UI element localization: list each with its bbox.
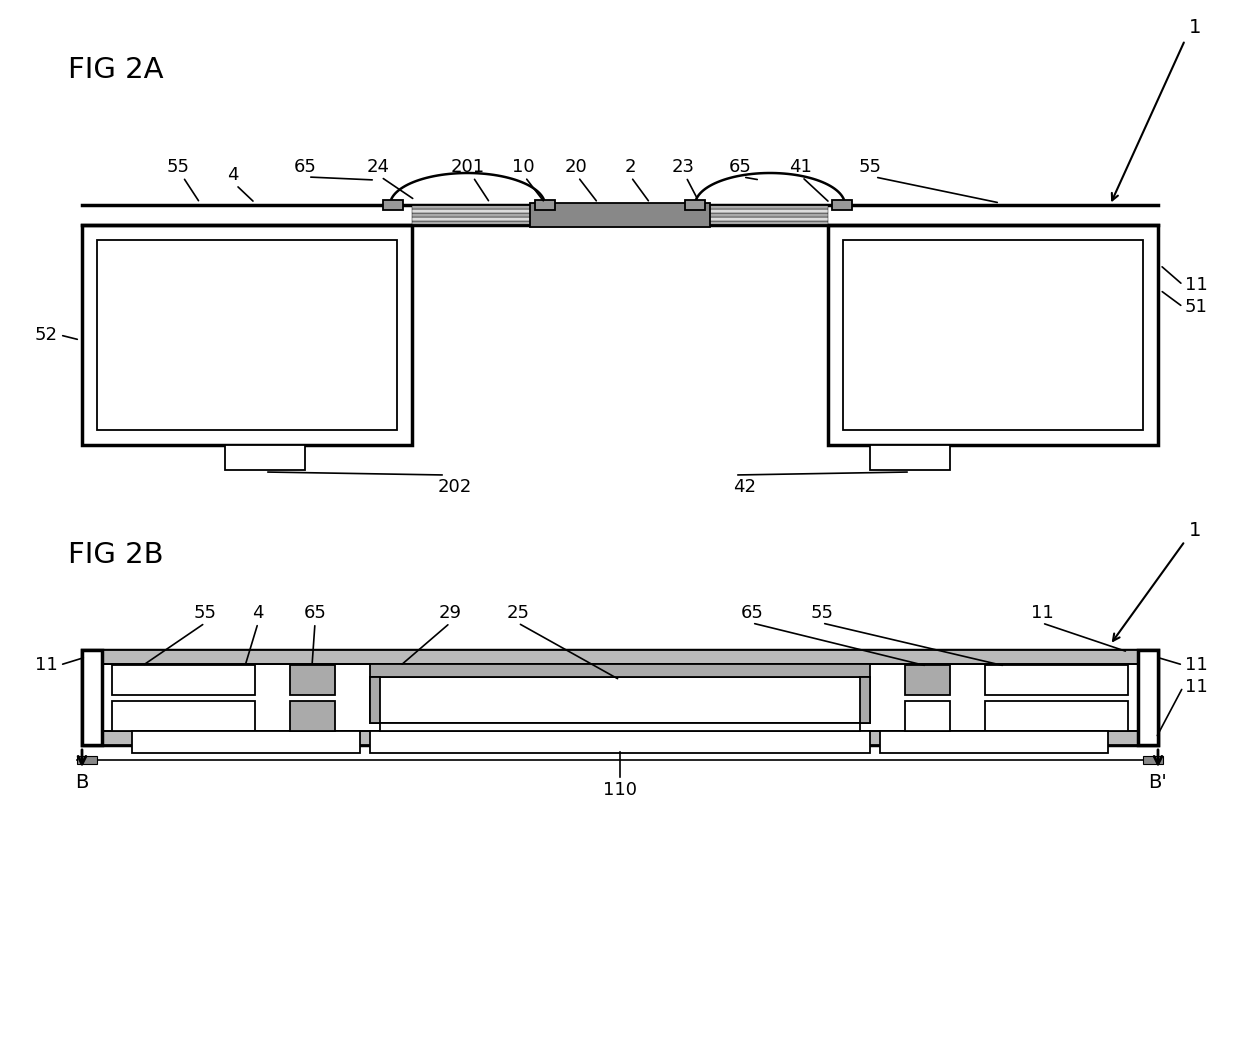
Bar — [224, 445, 305, 470]
Bar — [77, 756, 97, 764]
Bar — [370, 664, 870, 677]
Bar — [379, 723, 861, 732]
Bar — [905, 665, 950, 695]
Text: 20: 20 — [564, 158, 588, 176]
Bar — [412, 209, 828, 213]
Text: 10: 10 — [512, 158, 534, 176]
Bar — [370, 677, 870, 723]
Bar — [412, 213, 828, 217]
Text: 11: 11 — [1185, 276, 1208, 294]
Bar — [684, 200, 706, 210]
Text: 24: 24 — [367, 158, 389, 176]
Text: 1: 1 — [1189, 18, 1202, 37]
Bar — [832, 200, 852, 210]
Text: 55: 55 — [166, 158, 190, 176]
Bar — [529, 203, 711, 227]
Bar — [131, 732, 360, 753]
Bar — [370, 732, 870, 753]
Text: 65: 65 — [294, 158, 316, 176]
Text: 52: 52 — [35, 326, 58, 344]
Bar — [843, 240, 1143, 429]
Text: 29: 29 — [439, 604, 461, 622]
Text: 1: 1 — [1189, 520, 1202, 539]
Bar — [82, 650, 1158, 664]
Bar — [412, 205, 828, 209]
Text: 2: 2 — [624, 158, 636, 176]
Text: 55: 55 — [858, 158, 882, 176]
Bar — [370, 677, 379, 723]
Text: 11: 11 — [1030, 604, 1053, 622]
Bar — [534, 200, 556, 210]
Text: 11: 11 — [1185, 656, 1208, 674]
Bar — [1138, 650, 1158, 745]
Text: 11: 11 — [1185, 678, 1208, 696]
Text: B': B' — [1148, 773, 1167, 792]
Text: 201: 201 — [451, 158, 485, 176]
Text: 202: 202 — [438, 478, 472, 496]
Bar — [290, 701, 335, 732]
Text: 4: 4 — [252, 604, 264, 622]
Bar — [82, 650, 1158, 745]
Bar — [985, 665, 1128, 695]
Text: FIG 2B: FIG 2B — [68, 541, 164, 568]
Bar — [985, 701, 1128, 732]
Bar — [97, 240, 397, 429]
Bar — [82, 225, 412, 445]
Text: 55: 55 — [811, 604, 833, 622]
Bar — [82, 732, 1158, 745]
Bar — [383, 200, 403, 210]
Bar — [905, 701, 950, 732]
Text: 23: 23 — [672, 158, 694, 176]
Bar — [82, 650, 102, 745]
Text: FIG 2A: FIG 2A — [68, 56, 164, 84]
Bar — [861, 677, 870, 723]
Bar — [412, 217, 828, 220]
Text: 42: 42 — [734, 478, 756, 496]
Bar — [828, 225, 1158, 445]
Bar — [1143, 756, 1163, 764]
Text: 41: 41 — [789, 158, 811, 176]
Text: 110: 110 — [603, 781, 637, 799]
Text: 65: 65 — [304, 604, 326, 622]
Text: 11: 11 — [35, 656, 58, 674]
Text: B: B — [76, 773, 89, 792]
Bar — [880, 732, 1109, 753]
Text: 25: 25 — [506, 604, 529, 622]
Bar — [290, 665, 335, 695]
Text: 65: 65 — [740, 604, 764, 622]
Text: 55: 55 — [193, 604, 217, 622]
Text: 4: 4 — [227, 166, 239, 184]
Bar — [112, 665, 255, 695]
Bar — [412, 220, 828, 225]
Bar — [870, 445, 950, 470]
Bar — [112, 701, 255, 732]
Text: 51: 51 — [1185, 298, 1208, 316]
Text: 65: 65 — [729, 158, 751, 176]
